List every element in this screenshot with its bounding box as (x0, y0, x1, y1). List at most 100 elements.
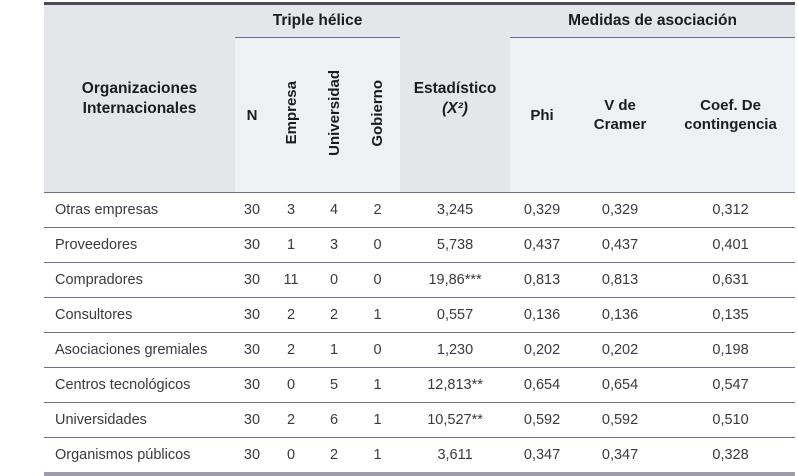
chi2-cell: 1,230 (400, 332, 511, 368)
org-name-cell: Compradores (44, 262, 235, 298)
empresa-column-header: Empresa (269, 37, 313, 193)
medidas-group-label: Medidas de asociación (568, 12, 737, 29)
phi-cell: 0,654 (510, 367, 575, 403)
phi-cell: 0,437 (510, 227, 575, 263)
org-name-cell: Organismos públicos (44, 437, 235, 474)
n-cell: 30 (235, 297, 269, 333)
group-header-row: Organizaciones Internacionales Triple hé… (44, 3, 796, 193)
n-column-label: N (246, 106, 258, 124)
coef-cell: 0,198 (666, 332, 796, 368)
phi-cell: 0,347 (510, 437, 575, 474)
vcramer-column-label: V de Cramer (593, 96, 647, 134)
universidad-cell: 6 (313, 402, 355, 438)
n-cell: 30 (235, 367, 269, 403)
vcramer-cell: 0,813 (574, 262, 667, 298)
n-cell: 30 (235, 227, 269, 263)
phi-cell: 0,202 (510, 332, 575, 368)
universidad-cell: 2 (313, 437, 355, 474)
table-row: Organismos públicos 30 0 2 1 3,611 0,347… (44, 437, 796, 474)
empresa-cell: 3 (269, 192, 313, 228)
table-row: Asociaciones gremiales 30 2 1 0 1,230 0,… (44, 332, 796, 368)
universidad-cell: 0 (313, 262, 355, 298)
n-cell: 30 (235, 192, 269, 228)
coef-cell: 0,312 (666, 192, 796, 228)
paper-table-figure: Organizaciones Internacionales Triple hé… (44, 2, 796, 476)
phi-cell: 0,813 (510, 262, 575, 298)
org-name-cell: Consultores (44, 297, 235, 333)
vcramer-cell: 0,136 (574, 297, 667, 333)
chi2-cell: 10,527** (400, 402, 511, 438)
gobierno-cell: 0 (355, 332, 401, 368)
vcramer-cell: 0,592 (574, 402, 667, 438)
gobierno-column-label: Gobierno (369, 79, 387, 147)
coef-column-header: Coef. De contingencia (666, 37, 796, 193)
coef-cell: 0,135 (666, 297, 796, 333)
gobierno-cell: 0 (355, 262, 401, 298)
universidad-column-label: Universidad (325, 70, 343, 156)
table-row: Otras empresas 30 3 4 2 3,245 0,329 0,32… (44, 192, 796, 228)
universidad-cell: 5 (313, 367, 355, 403)
coef-cell: 0,401 (666, 227, 796, 263)
universidad-cell: 3 (313, 227, 355, 263)
vcramer-column-header: V de Cramer (574, 37, 667, 193)
empresa-cell: 1 (269, 227, 313, 263)
table-row: Universidades 30 2 6 1 10,527** 0,592 0,… (44, 402, 796, 438)
universidad-cell: 1 (313, 332, 355, 368)
phi-column-label: Phi (530, 106, 554, 124)
gobierno-cell: 1 (355, 367, 401, 403)
gobierno-cell: 1 (355, 297, 401, 333)
coef-cell: 0,328 (666, 437, 796, 474)
org-name-cell: Centros tecnológicos (44, 367, 235, 403)
org-name-cell: Universidades (44, 402, 235, 438)
org-name-cell: Proveedores (44, 227, 235, 263)
empresa-cell: 2 (269, 332, 313, 368)
chi2-cell: 5,738 (400, 227, 511, 263)
org-name-cell: Otras empresas (44, 192, 235, 228)
coef-cell: 0,547 (666, 367, 796, 403)
empresa-column-label: Empresa (282, 81, 300, 145)
universidad-cell: 4 (313, 192, 355, 228)
chi2-cell: 0,557 (400, 297, 511, 333)
phi-column-header: Phi (510, 37, 575, 193)
chi2-cell: 19,86*** (400, 262, 511, 298)
estadistico-column-header: Estadístico (X²) (400, 3, 511, 193)
estadistico-label-line1: Estadístico (413, 80, 497, 98)
estadistico-label-line2: (X²) (442, 99, 468, 117)
n-cell: 30 (235, 262, 269, 298)
gobierno-cell: 1 (355, 402, 401, 438)
org-column-header: Organizaciones Internacionales (44, 3, 235, 193)
table-row: Centros tecnológicos 30 0 5 1 12,813** 0… (44, 367, 796, 403)
triple-helice-group-label: Triple hélice (272, 12, 363, 29)
triple-helix-association-table: Organizaciones Internacionales Triple hé… (44, 2, 796, 476)
coef-cell: 0,631 (666, 262, 796, 298)
empresa-cell: 0 (269, 367, 313, 403)
n-column-header: N (235, 37, 269, 193)
vcramer-cell: 0,347 (574, 437, 667, 474)
chi2-cell: 3,611 (400, 437, 511, 474)
coef-column-label: Coef. De contingencia (684, 96, 777, 134)
table-row: Compradores 30 11 0 0 19,86*** 0,813 0,8… (44, 262, 796, 298)
gobierno-cell: 1 (355, 437, 401, 474)
n-cell: 30 (235, 402, 269, 438)
chi2-cell: 3,245 (400, 192, 511, 228)
universidad-cell: 2 (313, 297, 355, 333)
org-column-header-label: Organizaciones Internacionales (81, 80, 198, 117)
phi-cell: 0,136 (510, 297, 575, 333)
vcramer-cell: 0,437 (574, 227, 667, 263)
universidad-column-header: Universidad (313, 37, 355, 193)
gobierno-column-header: Gobierno (355, 37, 401, 193)
empresa-cell: 0 (269, 437, 313, 474)
coef-cell: 0,510 (666, 402, 796, 438)
vcramer-cell: 0,329 (574, 192, 667, 228)
empresa-cell: 11 (269, 262, 313, 298)
n-cell: 30 (235, 437, 269, 474)
table-row: Proveedores 30 1 3 0 5,738 0,437 0,437 0… (44, 227, 796, 263)
gobierno-cell: 0 (355, 227, 401, 263)
n-cell: 30 (235, 332, 269, 368)
empresa-cell: 2 (269, 402, 313, 438)
phi-cell: 0,592 (510, 402, 575, 438)
vcramer-cell: 0,202 (574, 332, 667, 368)
empresa-cell: 2 (269, 297, 313, 333)
gobierno-cell: 2 (355, 192, 401, 228)
org-name-cell: Asociaciones gremiales (44, 332, 235, 368)
